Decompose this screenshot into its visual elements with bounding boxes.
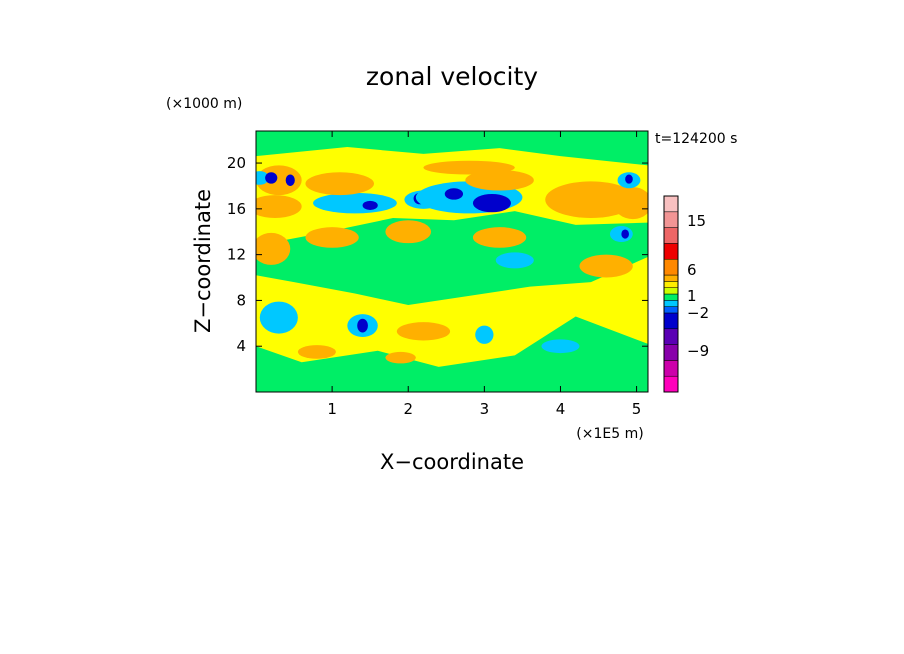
x-axis-label: X−coordinate xyxy=(380,450,524,474)
field-contour-blob xyxy=(259,301,298,334)
field-contour-blob xyxy=(621,229,629,239)
x-unit-label: (×1E5 m) xyxy=(576,426,643,442)
colorbar-tick-label: 1 xyxy=(687,287,697,305)
colorbar-swatch xyxy=(663,300,679,307)
field-contour-blob xyxy=(256,165,302,196)
field-contour-blob xyxy=(285,174,295,186)
field-contour-blob xyxy=(579,254,633,278)
x-tick-label: 5 xyxy=(632,400,642,418)
field-contour-blob xyxy=(305,227,359,248)
field-contour-blob xyxy=(305,172,374,196)
x-tick-label: 2 xyxy=(403,400,413,418)
field-contour-blob xyxy=(297,345,336,359)
field-contour-blob xyxy=(472,193,511,213)
field-contour-blob xyxy=(444,188,464,200)
y-tick-label: 8 xyxy=(236,291,246,309)
y-tick-label: 12 xyxy=(227,246,246,264)
colorbar-swatch xyxy=(663,293,679,301)
colorbar-swatch xyxy=(663,344,679,361)
colorbar-tick-label: 15 xyxy=(687,212,706,230)
field-top-mid xyxy=(256,131,648,166)
colorbar-swatch xyxy=(663,195,679,213)
field-contour-blob xyxy=(475,325,494,344)
colorbar-tick-label: −9 xyxy=(687,342,709,360)
field-contour-blob xyxy=(256,232,291,265)
colorbar-tick-label: 6 xyxy=(687,261,697,279)
colorbar-swatch xyxy=(663,274,679,282)
field-contour-blob xyxy=(423,160,515,175)
x-tick-label: 1 xyxy=(327,400,337,418)
colorbar-swatch xyxy=(663,258,679,276)
plot-frame xyxy=(255,130,649,393)
colorbar-labels: 15 6 1−2 −9 xyxy=(687,212,709,360)
x-axis: 1 2 3 4 5 xyxy=(327,131,641,418)
field-bottom-mid xyxy=(256,316,648,392)
x-tick-label: 3 xyxy=(480,400,490,418)
y-axis-label: Z−coordinate xyxy=(191,189,215,333)
y-tick-label: 16 xyxy=(227,200,246,218)
colorbar-frame xyxy=(663,195,679,393)
x-tick-label: 4 xyxy=(556,400,566,418)
field-contour-blob xyxy=(396,322,451,341)
y-unit-label: (×1000 m) xyxy=(166,96,242,112)
chart-title: zonal velocity xyxy=(366,62,538,91)
time-label: t=124200 s xyxy=(655,131,737,147)
colorbar-swatch xyxy=(663,328,679,345)
colorbar-swatch xyxy=(663,312,679,330)
field-contour-blob xyxy=(313,192,397,214)
colorbar-tick-label: −2 xyxy=(687,304,709,322)
field-contour-blob xyxy=(265,172,278,184)
y-tick-label: 20 xyxy=(227,154,246,172)
field-contour-blob xyxy=(256,195,302,218)
heatmap-field xyxy=(256,131,648,392)
colorbar-swatch xyxy=(663,243,679,260)
field-contour-blob xyxy=(613,187,648,220)
y-axis: 4 8 12 16 20 xyxy=(227,154,648,355)
field-contour-blob xyxy=(472,227,527,248)
field-contour-blob xyxy=(385,351,416,364)
field-contour-blob xyxy=(545,181,637,218)
colorbar-swatch xyxy=(663,306,679,314)
colorbar-swatch xyxy=(663,281,679,288)
field-contour-blob xyxy=(541,339,580,354)
colorbar-swatch xyxy=(663,227,679,244)
colorbar-swatch xyxy=(663,287,679,295)
colorbar xyxy=(663,195,679,393)
field-contour-blob xyxy=(256,171,269,185)
field-contour-blob xyxy=(495,252,534,269)
colorbar-swatch xyxy=(663,211,679,228)
field-contour-blob xyxy=(357,318,368,333)
y-tick-label: 4 xyxy=(236,337,246,355)
field-contour-blob xyxy=(385,220,432,244)
colorbar-swatch xyxy=(663,375,679,393)
field-contour-blob xyxy=(625,174,633,184)
colorbar-swatch xyxy=(663,360,679,377)
field-contour-blob xyxy=(362,200,378,210)
field-contour-blob xyxy=(465,169,534,191)
